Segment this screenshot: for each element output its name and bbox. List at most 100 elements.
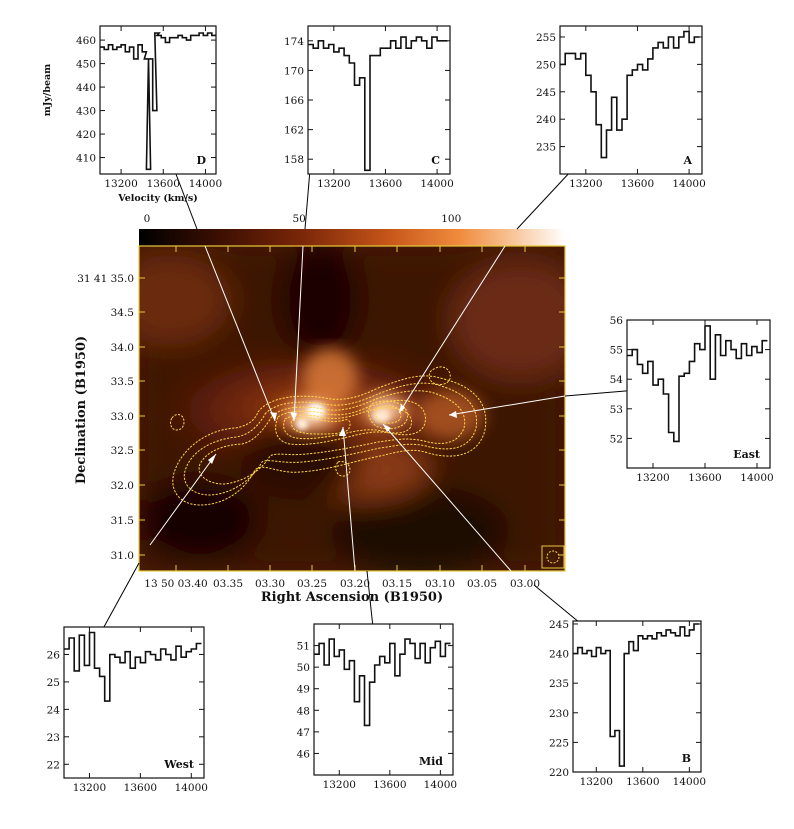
y-tick-label: 245 xyxy=(549,619,569,631)
ra-tick-label: 03.15 xyxy=(382,578,412,590)
ra-tick-label: 03.05 xyxy=(467,578,497,590)
x-tick-label: 14000 xyxy=(424,779,457,791)
dec-tick-label: 31.5 xyxy=(111,515,134,527)
spectrum-panel-a: 13200 13600 14000 235 240 245 250 255 A xyxy=(536,25,706,190)
ra-axis-title: Right Ascension (B1950) xyxy=(261,590,443,605)
spectrum-line xyxy=(314,638,451,727)
dec-tick-label: 31.0 xyxy=(111,550,134,562)
y-tick-label: 235 xyxy=(536,142,556,154)
x-tick-label: 13200 xyxy=(323,779,356,791)
ra-tick-label: 03.35 xyxy=(213,578,243,590)
y-tick-label: 25 xyxy=(47,677,60,689)
y-tick-label: 46 xyxy=(297,748,311,760)
y-tick-label: 23 xyxy=(47,732,60,744)
colorbar: 0 50 100 xyxy=(139,213,565,246)
y-tick-label: 56 xyxy=(610,315,624,327)
y-tick-label: 55 xyxy=(610,345,623,357)
spectrum-panels: 13200 13600 14000410420430440450460DVeloci… xyxy=(42,25,774,794)
contour-set xyxy=(170,366,487,506)
dec-tick-label: 31 41 35.0 xyxy=(77,273,134,285)
spectrum-panel-b: 13200 13600 14000 220 225 230 235 240 245 B xyxy=(549,619,706,788)
dec-tick-label: 32.5 xyxy=(111,445,134,457)
colorbar-tick-label: 50 xyxy=(292,213,305,225)
x-tick-label: 14000 xyxy=(740,472,773,484)
y-tick-label: 166 xyxy=(284,95,304,107)
ra-tick-labels: 13 50 03.40 03.35 03.30 03.25 03.20 03.1… xyxy=(144,578,540,590)
x-tick-label: 14000 xyxy=(189,178,222,190)
y-tick-label: 174 xyxy=(284,36,304,48)
panel-label: B xyxy=(682,752,691,765)
y-tick-label: 410 xyxy=(76,153,96,165)
spectrum-line xyxy=(100,32,216,171)
y-tick-label: 51 xyxy=(297,641,310,653)
spectrum-panel-west: 13200 13600 14000 22 23 24 25 26 West xyxy=(47,626,208,794)
y-tick-label: 50 xyxy=(297,662,310,674)
panel-label: Mid xyxy=(419,755,443,768)
ra-tick-label: 13 50 03.40 xyxy=(144,578,207,590)
x-tick-label: 13600 xyxy=(369,178,402,190)
x-tick-label: 13200 xyxy=(636,472,669,484)
spectrum-line xyxy=(627,325,768,443)
spectrum-line xyxy=(64,631,202,702)
x-tick-label: 14000 xyxy=(420,178,453,190)
y-tick-label: 47 xyxy=(297,727,310,739)
dec-tick-label: 32.0 xyxy=(111,480,134,492)
x-tick-label: 14000 xyxy=(175,782,208,794)
y-tick-label: 54 xyxy=(610,374,624,386)
x-tick-label: 13600 xyxy=(621,178,654,190)
y-tick-label: 460 xyxy=(76,35,96,47)
panel-label: East xyxy=(733,448,761,461)
panel-label: West xyxy=(163,758,195,771)
panel-frame xyxy=(99,25,217,175)
colorbar-tick-label: 0 xyxy=(144,213,151,225)
y-tick-label: 440 xyxy=(76,82,96,94)
y-tick-label: 245 xyxy=(536,87,556,99)
y-tick-label: 48 xyxy=(297,705,310,717)
x-tick-label: 13200 xyxy=(580,776,613,788)
panel-frame xyxy=(307,25,451,175)
dec-tick-label: 34.0 xyxy=(111,342,134,354)
ra-tick-label: 03.30 xyxy=(255,578,285,590)
dec-tick-labels: 31 41 35.0 34.5 34.0 33.5 33.0 32.5 32.0… xyxy=(77,273,134,562)
spectrum-line xyxy=(573,623,699,767)
spectrum-panel-c: 13200 13600 14000 158 162 166 170 174 C xyxy=(284,25,454,190)
x-tick-label: 13600 xyxy=(626,776,659,788)
x-tick-label: 13200 xyxy=(317,178,350,190)
y-tick-label: 158 xyxy=(284,154,304,166)
dec-tick-label: 34.5 xyxy=(111,307,134,319)
x-tick-label: 13600 xyxy=(373,779,406,791)
y-tick-label: 450 xyxy=(76,59,96,71)
colorbar-tick-label: 100 xyxy=(441,213,461,225)
y-tick-label: 420 xyxy=(76,129,96,141)
panel-label: C xyxy=(431,154,440,167)
panel-label: A xyxy=(682,154,692,167)
panel-frame xyxy=(559,25,703,175)
y-tick-label: 24 xyxy=(47,704,61,716)
x-tick-label: 13600 xyxy=(124,782,157,794)
y-tick-label: 430 xyxy=(76,106,96,118)
y-tick-label: 220 xyxy=(549,767,569,779)
panel-label: D xyxy=(196,154,206,167)
y-tick-label: 230 xyxy=(549,708,569,720)
dec-axis-title: Declination (B1950) xyxy=(74,336,89,484)
x-tick-label: 13600 xyxy=(147,178,180,190)
ra-tick-label: 03.25 xyxy=(297,578,327,590)
x-tick-label: 13200 xyxy=(104,178,137,190)
y-tick-label: 170 xyxy=(284,65,304,77)
x-tick-label: 14000 xyxy=(673,776,706,788)
y-tick-label: 255 xyxy=(536,32,556,44)
ra-tick-label: 03.10 xyxy=(425,578,455,590)
y-tick-label: 240 xyxy=(549,649,569,661)
y-axis-title: mJy/beam xyxy=(42,64,53,116)
spectrum-panel-east: 13200 13600 14000 52 53 54 55 56 East xyxy=(610,315,774,484)
y-tick-label: 22 xyxy=(47,759,60,771)
y-tick-label: 235 xyxy=(549,678,569,690)
spectrum-panel-d: 13200 13600 14000 410 420 430 440 450 460 D Veloci… xyxy=(42,25,222,204)
x-tick-label: 13600 xyxy=(688,472,721,484)
spectrum-line xyxy=(560,30,700,159)
dec-tick-label: 33.0 xyxy=(111,411,134,423)
ra-tick-label: 03.20 xyxy=(340,578,370,590)
spectrum-panel-mid: 13200 13600 14000 46 47 48 49 50 51 Mid xyxy=(297,623,457,791)
y-tick-label: 26 xyxy=(47,649,61,661)
